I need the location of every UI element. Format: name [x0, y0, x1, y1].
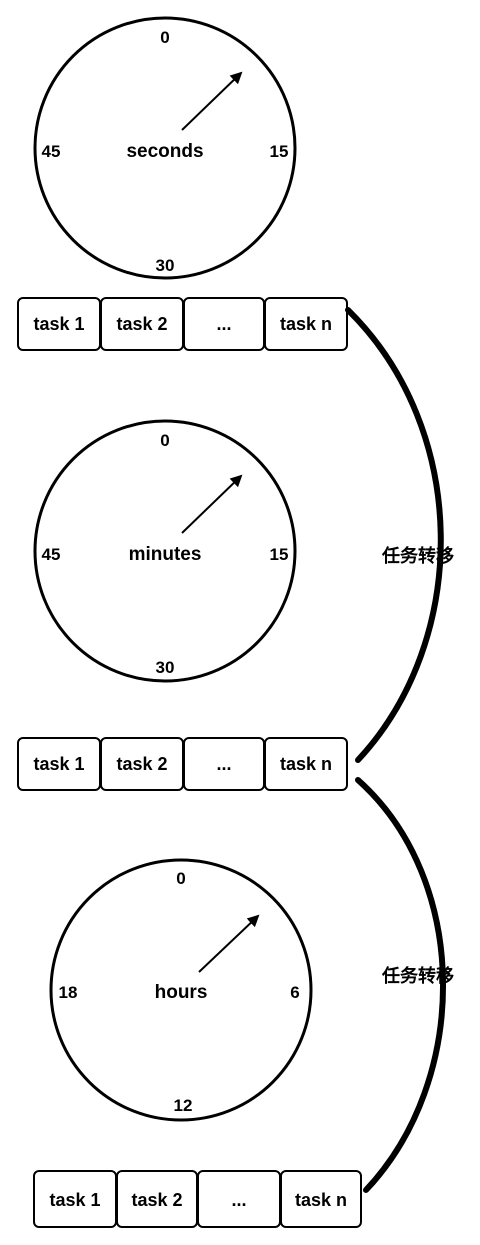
task-queue: task 1 task 2 ... task n — [17, 297, 348, 351]
tick-label-top: 0 — [160, 28, 169, 47]
tick-label-bottom: 30 — [156, 256, 175, 275]
task-label: task 2 — [116, 754, 167, 774]
seconds-clock: 0 15 30 45 seconds — [33, 16, 297, 280]
tick-label-right: 15 — [270, 142, 289, 161]
minutes-clock: 0 15 30 45 minutes — [33, 419, 297, 683]
transfer-label: 任务转移 — [381, 545, 454, 566]
task-transfer-connector: 任务转移 — [345, 307, 454, 763]
task-label: task n — [280, 314, 332, 334]
task-transfer-connector: 任务转移 — [355, 777, 454, 1193]
task-label: task 2 — [116, 314, 167, 334]
tick-label-right: 6 — [290, 983, 299, 1002]
hours-clock: 0 6 12 18 hours — [49, 858, 313, 1122]
transfer-label: 任务转移 — [381, 965, 454, 986]
task-queue: task 1 task 2 ... task n — [33, 1170, 362, 1228]
clock-hand-arrow — [198, 914, 260, 973]
clock-hand-arrow — [181, 474, 243, 534]
tick-label-left: 45 — [42, 545, 61, 564]
tick-label-top: 0 — [176, 869, 185, 888]
task-cell[interactable] — [280, 1170, 362, 1228]
clock-unit-label: minutes — [129, 544, 202, 565]
task-label: ... — [231, 1190, 246, 1210]
transfer-curve — [355, 777, 446, 1193]
tick-label-bottom: 30 — [156, 658, 175, 677]
tick-label-right: 15 — [270, 545, 289, 564]
tick-label-left: 18 — [59, 983, 78, 1002]
tick-label-left: 45 — [42, 142, 61, 161]
clock-hand-arrow — [181, 71, 243, 131]
task-label: task 2 — [131, 1190, 182, 1210]
task-label: task 1 — [33, 314, 84, 334]
task-label: task n — [295, 1190, 347, 1210]
tick-label-top: 0 — [160, 431, 169, 450]
task-queue: task 1 task 2 ... task n — [17, 737, 348, 791]
task-cell[interactable] — [264, 297, 348, 351]
task-label: task 1 — [49, 1190, 100, 1210]
clock-unit-label: hours — [155, 982, 208, 1003]
task-label: ... — [216, 314, 231, 334]
task-label: task 1 — [33, 754, 84, 774]
task-label: task n — [280, 754, 332, 774]
clock-face — [49, 858, 313, 1122]
tick-label-bottom: 12 — [174, 1096, 193, 1115]
clock-unit-label: seconds — [126, 141, 203, 162]
task-cell[interactable] — [264, 737, 348, 791]
transfer-curve — [345, 307, 444, 763]
task-label: ... — [216, 754, 231, 774]
